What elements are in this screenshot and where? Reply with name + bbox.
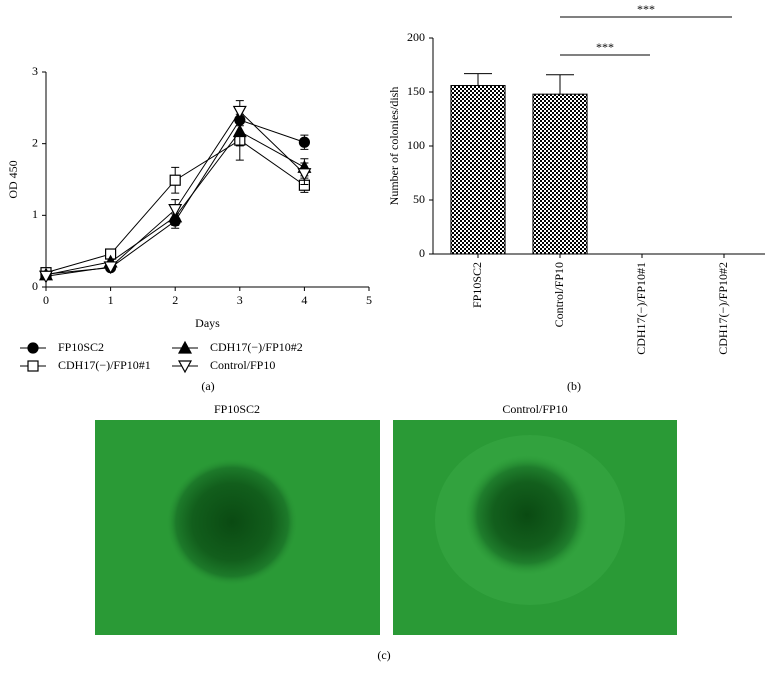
- marker: [169, 174, 181, 186]
- y-axis-label: Number of colonies/dish: [387, 87, 401, 206]
- marker: [103, 261, 118, 275]
- x-axis-label: Days: [195, 316, 220, 330]
- legend-marker: [177, 340, 193, 354]
- y-tick-label: 100: [407, 138, 425, 152]
- legend-label: Control/FP10: [210, 358, 275, 372]
- bar: [450, 85, 506, 255]
- x-tick-label: 5: [366, 293, 372, 307]
- marker: [232, 124, 247, 138]
- legend-label: FP10SC2: [58, 340, 104, 354]
- panel-label: (b): [567, 379, 581, 393]
- panel-label: (a): [201, 379, 214, 393]
- legend-marker: [27, 342, 39, 354]
- legend-marker: [27, 360, 39, 372]
- x-tick-label: 2: [172, 293, 178, 307]
- marker: [38, 270, 54, 284]
- x-tick-label: 4: [301, 293, 307, 307]
- y-tick-label: 50: [413, 192, 425, 206]
- significance-label: ***: [637, 2, 655, 16]
- marker: [298, 136, 310, 148]
- x-tick-label: FP10SC2: [470, 262, 484, 308]
- x-tick-label: 0: [43, 293, 49, 307]
- y-tick-label: 0: [419, 246, 425, 260]
- x-tick-label: CDH17(−)/FP10#1: [634, 262, 648, 355]
- x-tick-label: 3: [237, 293, 243, 307]
- error-bar: [464, 73, 492, 86]
- legend-marker: [177, 360, 193, 374]
- legend-label: CDH17(−)/FP10#2: [210, 340, 303, 354]
- y-tick-label: 0: [32, 279, 38, 293]
- y-tick-label: 2: [32, 135, 38, 149]
- series-line: [45, 119, 305, 275]
- micrograph: [95, 420, 380, 635]
- y-axis-label: OD 450: [6, 160, 20, 198]
- marker: [168, 204, 183, 217]
- bar: [532, 93, 588, 255]
- significance-label: ***: [596, 40, 614, 54]
- marker: [297, 168, 312, 182]
- y-tick-label: 150: [407, 84, 425, 98]
- x-tick-label: Control/FP10: [552, 262, 566, 327]
- series-line: [45, 110, 305, 277]
- marker: [232, 105, 247, 119]
- image-title: FP10SC2: [214, 402, 260, 416]
- y-tick-label: 200: [407, 30, 425, 44]
- y-tick-label: 3: [32, 64, 38, 78]
- image-title: Control/FP10: [502, 402, 567, 416]
- y-tick-label: 1: [32, 207, 38, 221]
- micrograph: [393, 420, 677, 635]
- x-tick-label: 1: [108, 293, 114, 307]
- x-tick-label: CDH17(−)/FP10#2: [716, 262, 730, 355]
- error-bar: [546, 74, 574, 95]
- legend-label: CDH17(−)/FP10#1: [58, 358, 151, 372]
- panel-label: (c): [377, 648, 390, 662]
